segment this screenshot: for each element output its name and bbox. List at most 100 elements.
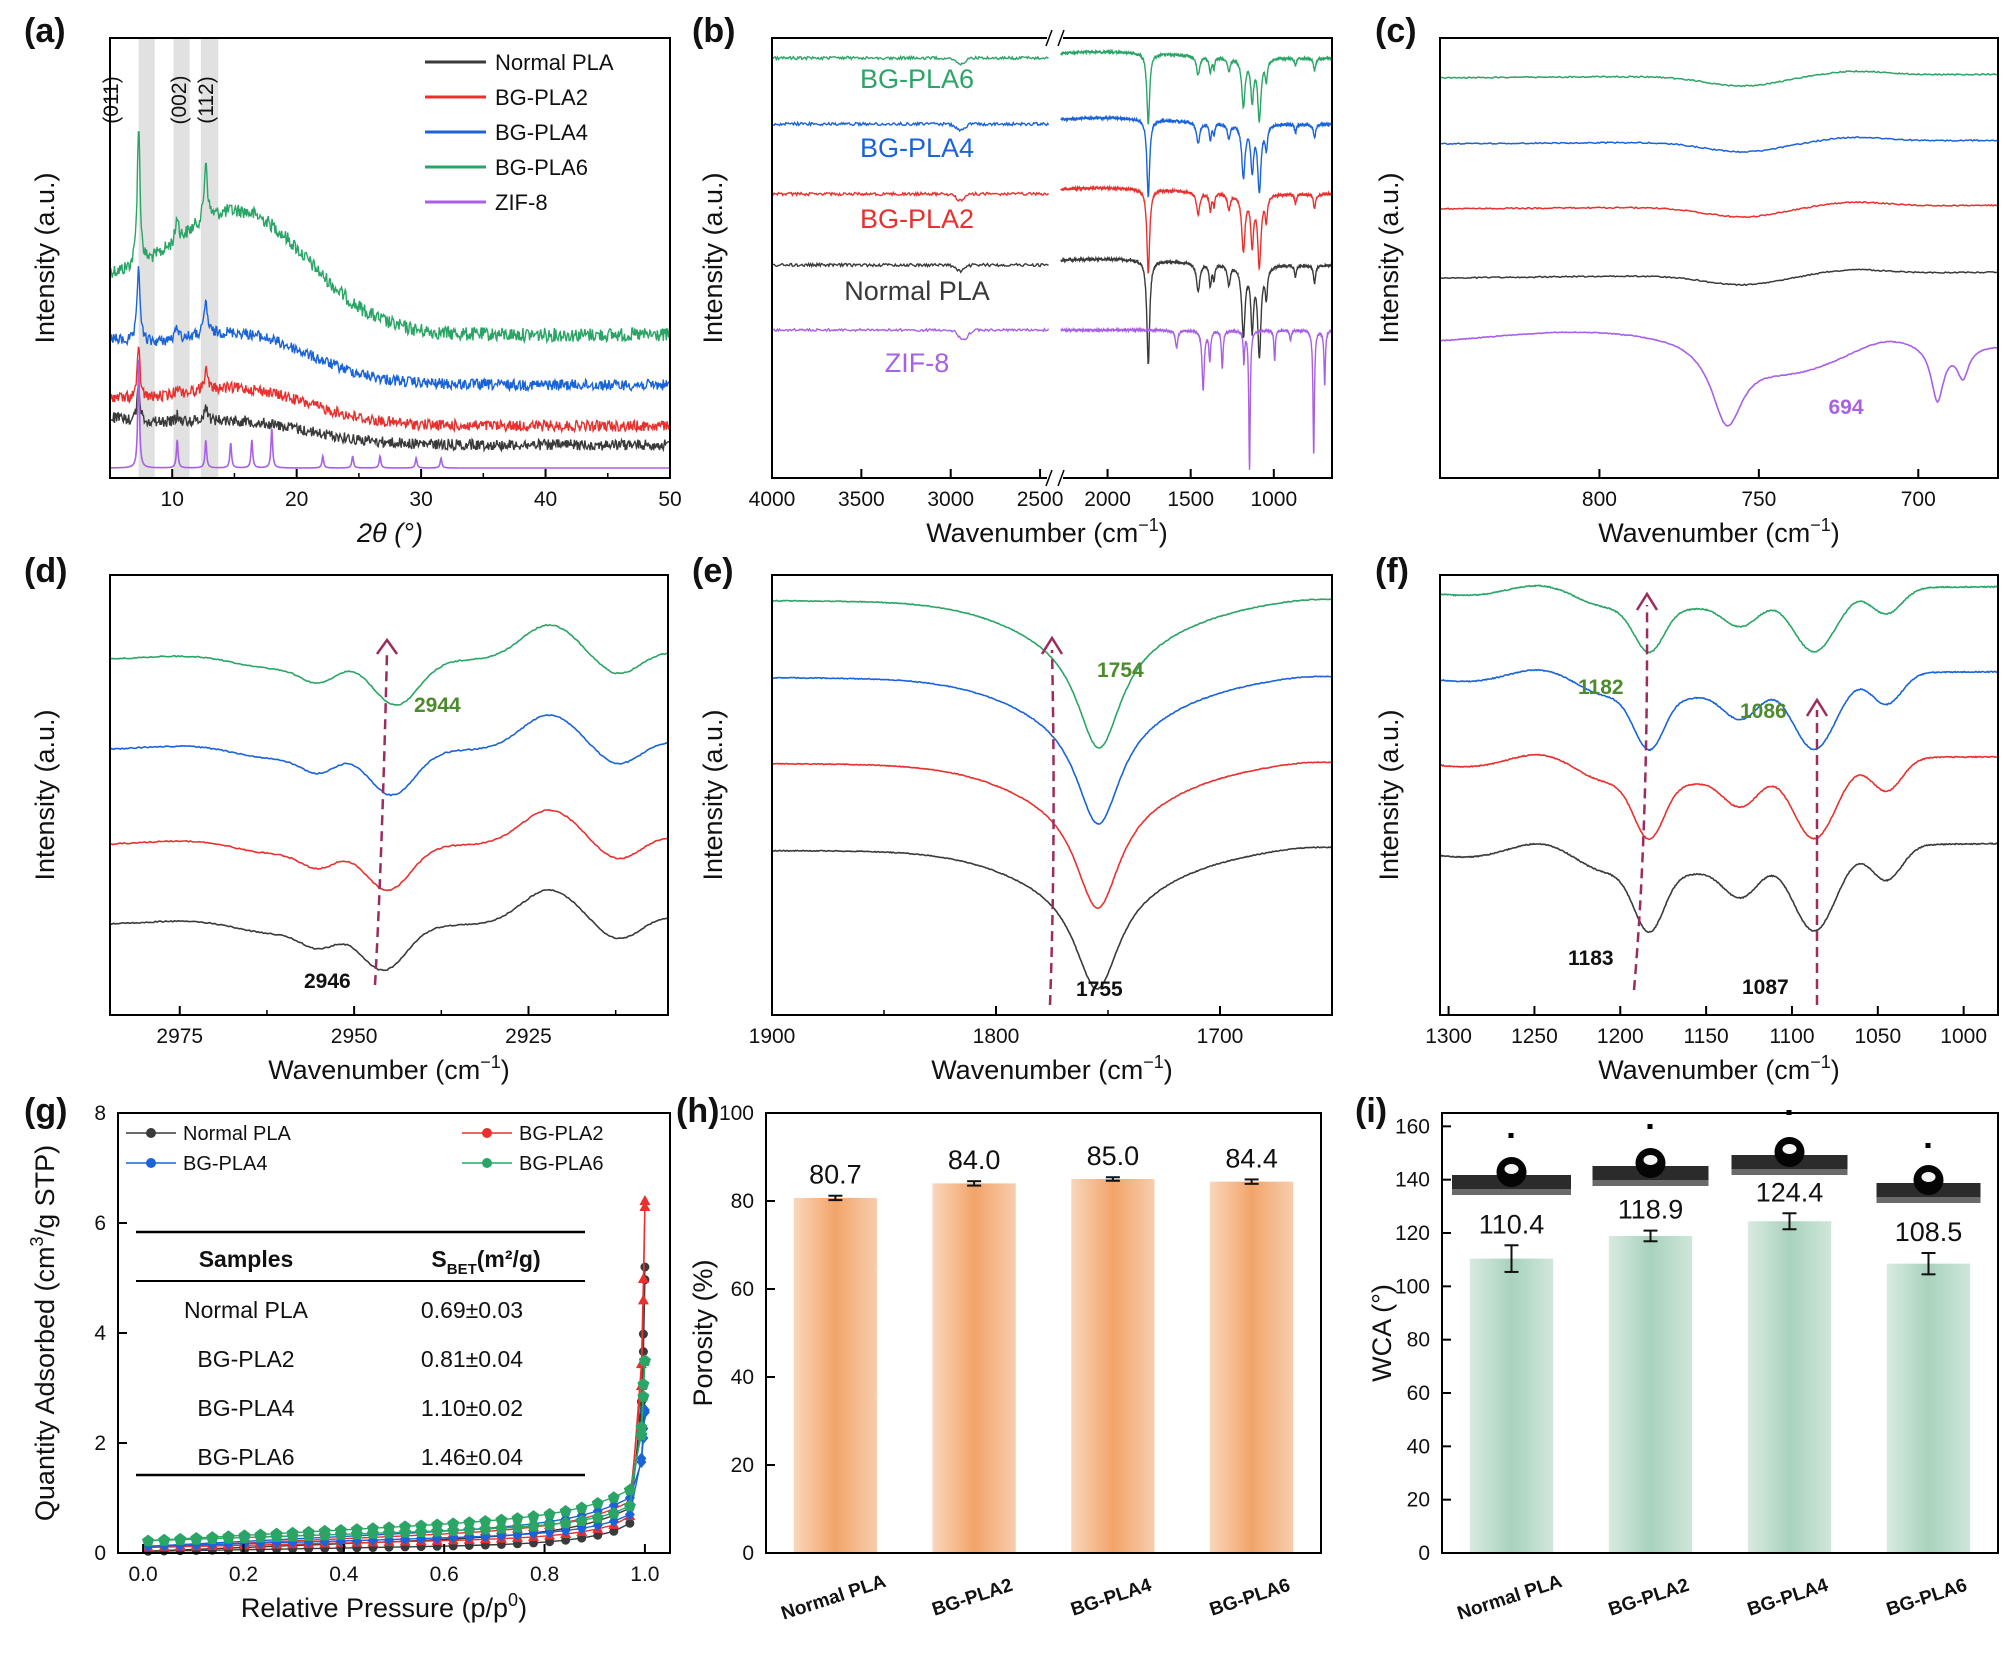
ftir-series-label: BG-PLA2 (860, 204, 974, 234)
isotherm-marker-pentagon (575, 1514, 588, 1526)
y-axis-label: Intensity (a.u.) (30, 172, 60, 343)
y-tick-label: 4 (94, 1322, 106, 1345)
x-tick-label: 50 (658, 488, 681, 511)
bar-value-label: 110.4 (1479, 1209, 1545, 1239)
isotherm-marker-pentagon (591, 1511, 604, 1523)
table-cell: 0.81±0.04 (421, 1346, 523, 1372)
peak-annotation: 694 (1828, 396, 1863, 419)
bar (1886, 1263, 1971, 1553)
isotherm-marker-diamond (636, 1456, 647, 1469)
y-axis-label: Quantity Adsorbed (cm3/g STP) (27, 1145, 60, 1521)
ftir-line-bg_pla2 (1060, 184, 1333, 274)
y-tick-label: 2 (94, 1432, 106, 1455)
isotherm-marker-pentagon (527, 1520, 540, 1532)
isotherm-marker-pentagon (366, 1522, 379, 1534)
legend-label: ZIF-8 (495, 190, 548, 215)
x-axis-label: Wavenumber (cm−1) (268, 1052, 510, 1085)
y-tick-label: 140 (1395, 1169, 1430, 1192)
ftir-line-bg_pla2 (771, 190, 1050, 203)
x-tick-label: 1.0 (630, 1563, 659, 1586)
x-tick-label: 1100 (1769, 1025, 1814, 1048)
panel-a: (011) (002) (112) 10 20 30 40 50 2θ (°) Intensity… (30, 37, 682, 548)
ftir-co-line-bg_pla4 (771, 675, 1333, 825)
ftir-ch-line-bg_pla2 (109, 809, 669, 892)
peak-annotation: 1754 (1097, 659, 1144, 682)
y-tick-label: 80 (1407, 1329, 1430, 1352)
x-axis-label: Wavenumber (cm−1) (926, 515, 1168, 548)
isotherm-marker-pentagon (399, 1520, 412, 1532)
bar (1071, 1179, 1155, 1553)
isotherm-marker-pentagon (270, 1527, 283, 1540)
ftir-co-line-bg_pla2 (771, 761, 1332, 910)
ftir-zoom-line-bg_pla2 (1439, 200, 1999, 219)
table-header: Samples (199, 1246, 294, 1272)
y-tick-label: 40 (731, 1366, 754, 1389)
axis-break-mask (1047, 36, 1063, 42)
isotherm-marker-pentagon (543, 1507, 556, 1520)
isotherm-marker-pentagon (479, 1515, 492, 1527)
ftir-zoom-line-bg_pla4 (1439, 136, 1999, 154)
isotherm-line-bg_pla4 (148, 1409, 646, 1547)
peak-annotation: 1755 (1076, 978, 1123, 1001)
peak-annotation: 1086 (1740, 700, 1787, 723)
bar-value-label: 84.0 (948, 1145, 1001, 1175)
isotherm-marker-circle (640, 1262, 650, 1272)
ftir-ch-line-bg_pla6 (109, 623, 669, 706)
x-tick-label: 1000 (1250, 488, 1297, 511)
xrd-line-zif8 (109, 359, 670, 469)
isotherm-marker-pentagon (591, 1497, 604, 1509)
isotherm-marker-pentagon (638, 1354, 651, 1366)
x-tick-label: 1050 (1854, 1025, 1901, 1048)
isotherm-marker-pentagon (607, 1507, 620, 1519)
y-tick-label: 120 (1395, 1222, 1430, 1245)
panel-h: 80.7 Normal PLA 84.0 BG-PLA2 85.0 BG-PLA4 84.4… (688, 1102, 1322, 1625)
x-tick-label: 3500 (838, 488, 885, 511)
panel-label: (b) (692, 12, 735, 50)
panel-c: 694 800 750 700 Wavenumber (cm−1) Intensity (… (1374, 37, 1999, 548)
droplet-substrate-edge (1452, 1189, 1571, 1195)
peak-annotation: 2946 (304, 970, 351, 993)
bar-value-label: 118.9 (1618, 1195, 1684, 1225)
isotherm-marker-pentagon (350, 1523, 363, 1535)
x-tick-label: 750 (1741, 488, 1776, 511)
plot-frame (1439, 574, 1999, 1016)
y-axis-label: Intensity (a.u.) (30, 709, 60, 880)
droplet-substrate-edge (1876, 1197, 1981, 1203)
bar (1747, 1221, 1832, 1553)
isotherm-marker-triangle (637, 1272, 649, 1283)
peak-shift-arrow (1048, 649, 1055, 1006)
isotherm-marker-pentagon (190, 1531, 203, 1544)
water-droplet-highlight (1643, 1155, 1658, 1165)
plot-frame (109, 37, 671, 479)
x-tick-label: 1250 (1511, 1025, 1558, 1048)
panel-label: (g) (24, 1092, 67, 1130)
ftir-line-bg_pla4 (1060, 114, 1333, 198)
y-tick-label: 100 (1395, 1275, 1430, 1298)
isotherm-marker-pentagon (318, 1524, 331, 1537)
isotherm-marker-pentagon (142, 1534, 155, 1547)
isotherm-marker-circle (625, 1518, 635, 1528)
x-tick-label: 0.4 (329, 1563, 359, 1586)
isotherm-marker-pentagon (635, 1428, 648, 1441)
ftir-co-line-bg_pla6 (772, 598, 1333, 749)
x-category-label: BG-PLA4 (1068, 1575, 1154, 1621)
y-tick-label: 0 (1418, 1542, 1430, 1565)
plot-frame (1441, 1112, 1999, 1554)
bar (1608, 1235, 1693, 1553)
x-tick-label: 700 (1901, 488, 1936, 511)
water-droplet-highlight (1782, 1144, 1797, 1154)
ftir-zoom-line-normal_pla (1440, 268, 1999, 287)
y-tick-label: 160 (1395, 1115, 1430, 1138)
bar-value-label: 85.0 (1087, 1141, 1140, 1171)
y-axis-label: Porosity (%) (688, 1259, 718, 1406)
ftir-line-bg_pla6 (1060, 48, 1333, 125)
plot-frame (771, 37, 1333, 479)
xrd-peak-label: (002) (168, 75, 191, 124)
table-cell: 1.10±0.02 (421, 1395, 523, 1421)
x-axis-label: 2θ (°) (356, 518, 423, 548)
peak-annotation: 1087 (1742, 976, 1789, 999)
ftir-series-label: ZIF-8 (885, 348, 950, 378)
isotherm-marker-circle (609, 1526, 619, 1536)
bar-value-label: 84.4 (1225, 1143, 1278, 1173)
